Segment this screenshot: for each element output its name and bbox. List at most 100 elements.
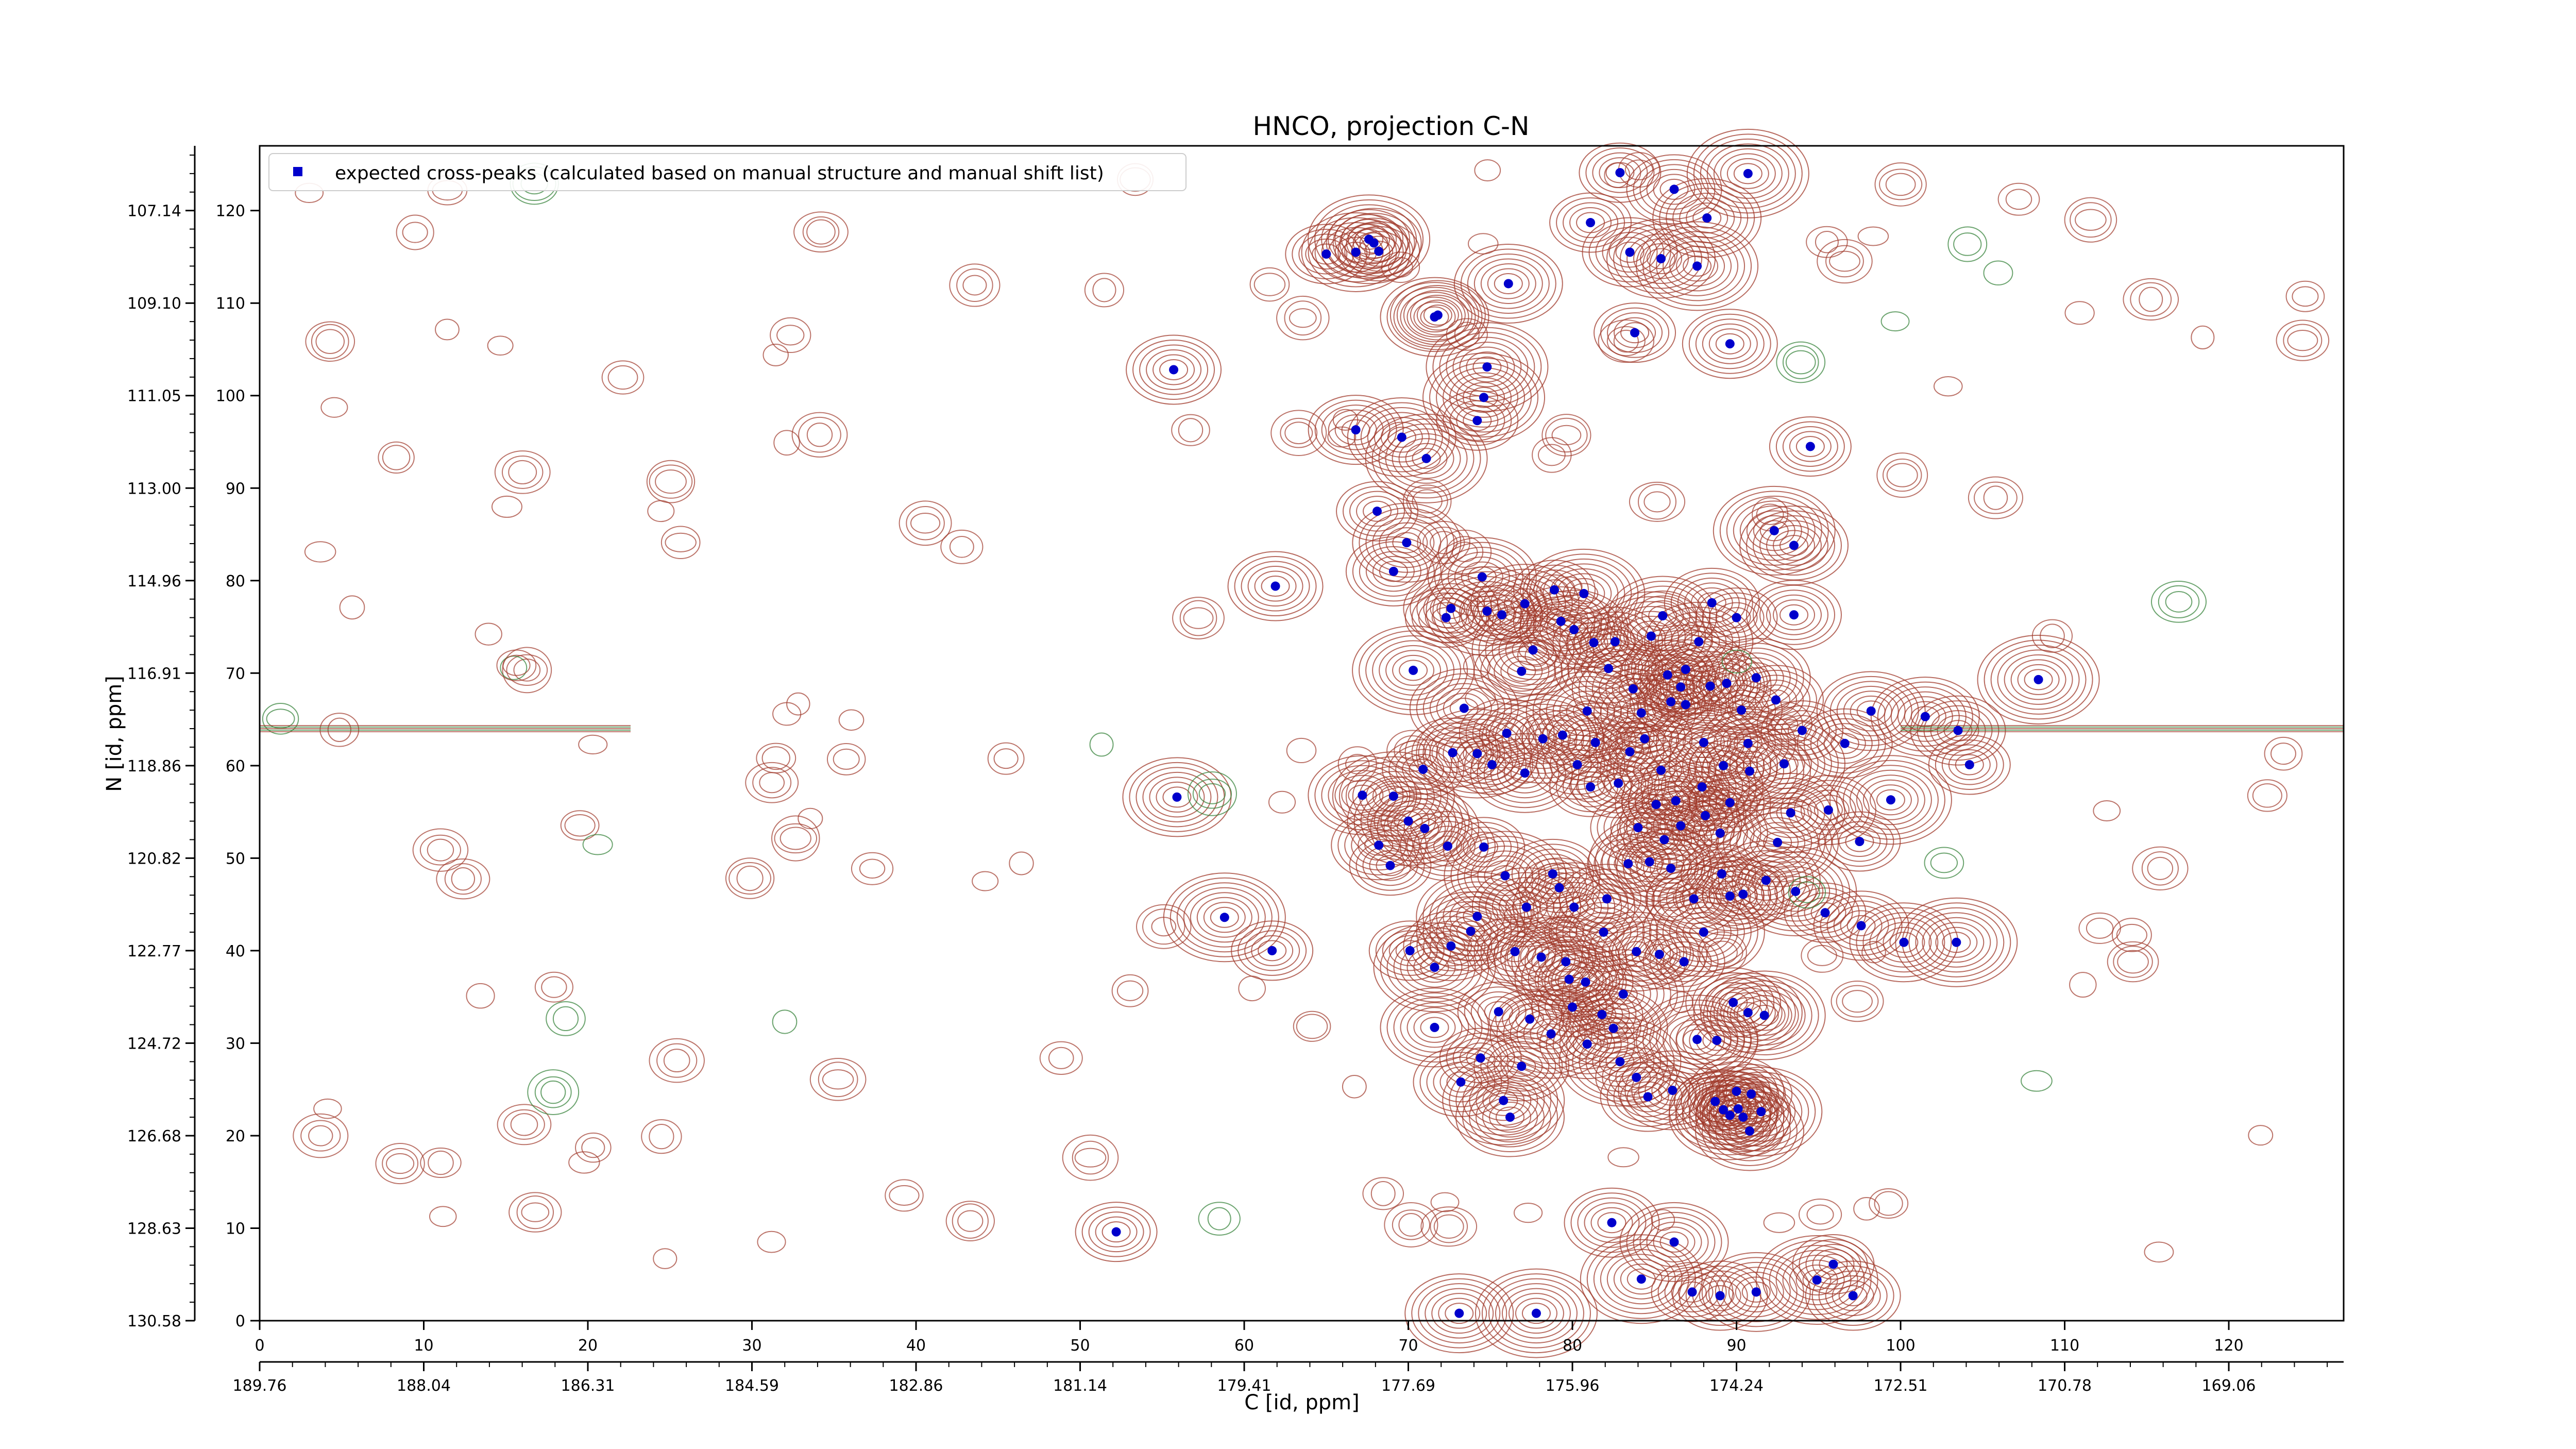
peak-contour [1736,812,1819,873]
cross-peak-point [1625,747,1635,756]
peak-contour [1075,1202,1158,1262]
noise-contour [1270,410,1327,456]
peak-contour [1644,674,1727,735]
peak-contour [1636,221,1759,311]
peak-contour [1426,322,1549,412]
peak-contour [1378,423,1475,494]
peak-contour [1149,777,1205,818]
peak-contour [1693,133,1803,214]
cross-peak-point [1659,835,1669,845]
y-tick-label: 80 [226,572,245,591]
peak-contour [1373,922,1496,1013]
peak-contour [1476,1092,1545,1143]
cross-peak-point [1372,507,1382,516]
peak-contour [1436,688,1492,729]
noise-contour [1504,905,1534,925]
peak-contour [1411,722,1494,783]
peak-contour [1162,786,1192,808]
peak-contour [1410,295,1466,336]
noise-contour [1687,781,1738,822]
peak-contour [1877,681,1973,752]
peak-contour [1826,900,1896,951]
peak-contour [1689,732,1718,753]
peak-contour [1476,1080,1532,1121]
cross-peak-point [1403,816,1413,826]
noise-contour [1342,1075,1367,1099]
peak-contour [1398,438,1454,479]
noise-contour [1869,1188,1909,1219]
peak-contour [1438,1298,1481,1329]
noise-contour [1062,1134,1119,1181]
cross-peak-point [1568,1002,1578,1012]
peak-contour [1599,1018,1628,1039]
noise-contour [957,1210,984,1232]
peak-contour [1630,620,1672,652]
noise-contour [503,1109,545,1140]
noise-contour [1629,481,1686,522]
noise-contour [466,983,495,1009]
peak-contour [1496,1106,1524,1128]
peak-contour [1650,686,1692,717]
peak-contour [1561,633,1657,704]
noise-contour [582,834,613,855]
peak-contour [1720,992,1776,1033]
noise-contour [2086,917,2114,939]
noise-contour [1089,732,1114,757]
cross-peak-point [1636,708,1646,718]
noise-contour [940,529,984,564]
peak-contour [1386,932,1483,1003]
cross-peak-point [1676,821,1686,831]
peak-contour [1326,208,1422,278]
peak-contour [1713,148,1783,199]
peak-contour [1527,946,1556,968]
peak-contour [1420,1017,1449,1038]
noise-contour [752,767,792,799]
cross-peak-point [1789,541,1799,550]
peak-contour [1481,1273,1591,1354]
x-tick-label: 70 [1398,1337,1418,1355]
peak-contour [1869,784,1912,816]
peak-contour [1755,1235,1878,1325]
x-tick-label: 30 [742,1337,761,1355]
peak-contour [1689,670,1732,702]
noise-contour [540,1080,566,1104]
peak-contour [1462,1082,1558,1153]
noise-contour [1048,1047,1074,1069]
peak-contour [1832,821,1888,862]
secondary-y-tick-label: 107.14 [127,203,181,221]
noise-contour [809,1058,867,1101]
peak-contour [1825,816,1894,867]
peak-contour [1845,831,1874,852]
peak-contour [1702,592,1771,643]
noise-contour [436,858,490,900]
cross-peak-point [1477,572,1487,582]
peak-contour [1814,799,1843,821]
secondary-x-tick-label: 177.69 [1381,1377,1435,1395]
noise-contour [1763,1212,1795,1233]
noise-contour [2141,851,2179,886]
peak-contour [1762,792,1819,833]
noise-contour [1422,527,1465,559]
noise-contour [1643,491,1671,513]
peak-contour [1346,223,1402,264]
peak-contour [1406,296,1463,338]
peak-contour [1364,834,1394,856]
noise-contour [1651,1209,1675,1231]
cross-peak-point [1791,886,1801,896]
y-tick-label: 0 [235,1312,245,1330]
peak-contour [1569,771,1612,803]
noise-contour [581,1137,605,1158]
peak-contour [1639,164,1709,215]
peak-contour [1688,772,1771,833]
peak-contour [1153,354,1195,385]
peak-contour [1156,781,1198,813]
noise-contour [1801,938,1844,973]
peak-contour [1519,564,1589,615]
cross-peak-point [1702,213,1712,223]
noise-contour [759,772,785,794]
noise-contour [386,1153,415,1174]
peak-contour [1227,551,1324,621]
cross-peak-point [1369,238,1379,248]
noise-contour [1392,1209,1430,1240]
noise-contour [1660,957,1685,979]
